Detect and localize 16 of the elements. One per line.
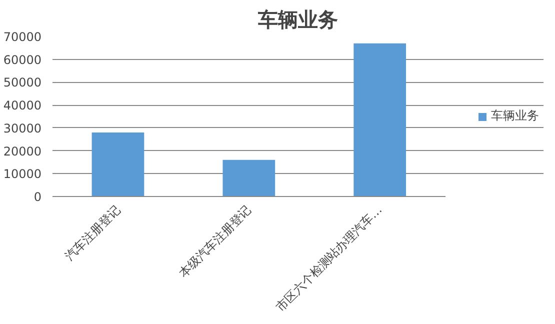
y-tick-label: 70000 (3, 30, 42, 44)
y-tick-label: 10000 (3, 167, 42, 182)
y-tick-label: 40000 (3, 98, 42, 113)
bar (222, 160, 276, 196)
bar (354, 43, 406, 196)
bar (92, 132, 144, 196)
legend-label: 车辆业务 (491, 108, 539, 124)
x-tick-label: 汽车注册登记 (62, 202, 123, 264)
y-tick-label: 50000 (3, 76, 42, 90)
y-tick-label: 20000 (3, 144, 42, 158)
x-tick-label: 本级汽车注册登记 (176, 202, 254, 280)
x-tick-label: 市区六个检测站办理汽车… (273, 202, 385, 314)
y-tick-label: 30000 (3, 121, 42, 136)
chart-title: 车辆业务 (257, 8, 338, 32)
y-tick-label: 60000 (3, 52, 42, 67)
y-tick-label: 0 (34, 190, 42, 204)
